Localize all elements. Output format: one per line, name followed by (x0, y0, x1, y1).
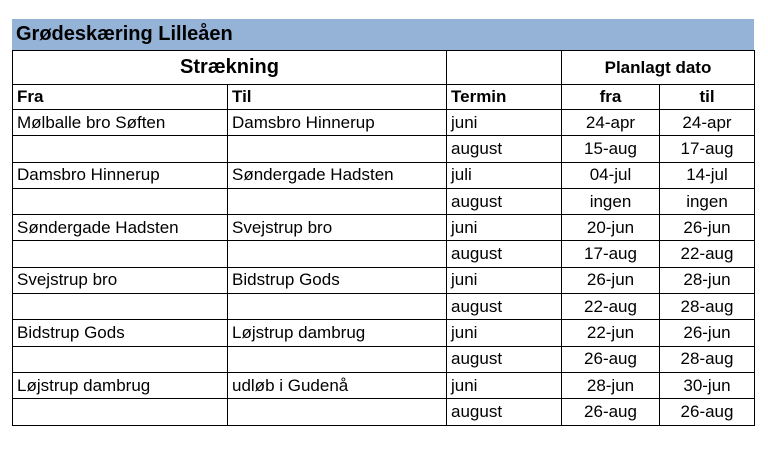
cell-fra: Svejstrup bro (12, 266, 228, 295)
header-date-til: til (659, 84, 755, 110)
cell-til: Svejstrup bro (227, 214, 447, 242)
header-termin: Termin (446, 84, 562, 110)
cell-til: udløb i Gudenå (227, 371, 447, 400)
cell-til (227, 398, 447, 426)
header-empty (446, 50, 562, 85)
cell-date-fra: 26-aug (561, 345, 660, 373)
cell-date-til: 22-aug (659, 240, 755, 268)
cell-termin: juni (446, 214, 562, 242)
table-row: august 15-aug 17-aug (12, 135, 755, 163)
cell-termin: august (446, 398, 562, 426)
cell-date-til: 26-aug (659, 398, 755, 426)
cell-til: Løjstrup dambrug (227, 319, 447, 347)
cell-fra: Bidstrup Gods (12, 319, 228, 347)
cell-date-til: 28-aug (659, 293, 755, 321)
cell-termin: juni (446, 108, 562, 137)
cell-date-fra: 28-jun (561, 371, 660, 400)
sheet-title: Grødeskæring Lilleåen (12, 19, 754, 50)
cell-fra: Søndergade Hadsten (12, 214, 228, 242)
cell-fra: Løjstrup dambrug (12, 371, 228, 400)
cell-date-fra: 24-apr (561, 108, 660, 137)
cell-fra (12, 187, 228, 216)
cell-termin: juni (446, 371, 562, 400)
cell-date-fra: 22-aug (561, 293, 660, 321)
cell-date-fra: 26-aug (561, 398, 660, 426)
cell-fra (12, 240, 228, 268)
cell-date-fra: 20-jun (561, 214, 660, 242)
cell-date-fra: 17-aug (561, 240, 660, 268)
cell-date-til: 28-jun (659, 266, 755, 295)
cell-date-til: ingen (659, 187, 755, 216)
cell-til: Damsbro Hinnerup (227, 108, 447, 137)
table-row: Svejstrup bro Bidstrup Gods juni 26-jun 28-j… (12, 266, 755, 295)
cell-termin: august (446, 187, 562, 216)
cell-til: Bidstrup Gods (227, 266, 447, 295)
table-row: Løjstrup dambrug udløb i Gudenå juni 28-jun… (12, 371, 755, 400)
cell-fra (12, 135, 228, 163)
cell-date-fra: 26-jun (561, 266, 660, 295)
cell-termin: juli (446, 161, 562, 189)
cell-date-til: 17-aug (659, 135, 755, 163)
cell-termin: august (446, 293, 562, 321)
table-row: Bidstrup Gods Løjstrup dambrug juni 22-jun 2… (12, 319, 755, 347)
cell-termin: juni (446, 266, 562, 295)
table-row: Mølballe bro Søften Damsbro Hinnerup juni 2… (12, 108, 755, 137)
cell-date-fra: 04-jul (561, 161, 660, 189)
table-row: august 26-aug 28-aug (12, 345, 755, 373)
header-planlagt-dato: Planlagt dato (561, 50, 755, 85)
cell-date-til: 28-aug (659, 345, 755, 373)
header-fra: Fra (12, 84, 228, 110)
header-row-group: Strækning Planlagt dato (12, 50, 755, 85)
table-row: Damsbro Hinnerup Søndergade Hadsten juli 04… (12, 161, 755, 189)
cell-til: Søndergade Hadsten (227, 161, 447, 189)
cell-termin: august (446, 345, 562, 373)
cell-date-til: 14-jul (659, 161, 755, 189)
cell-til (227, 240, 447, 268)
header-date-fra: fra (561, 84, 660, 110)
cell-fra (12, 345, 228, 373)
cell-date-til: 26-jun (659, 319, 755, 347)
cell-til (227, 135, 447, 163)
cell-til (227, 187, 447, 216)
cell-fra (12, 293, 228, 321)
cell-termin: august (446, 240, 562, 268)
table-row: august 22-aug 28-aug (12, 293, 755, 321)
table-row: august 26-aug 26-aug (12, 398, 755, 426)
cell-termin: august (446, 135, 562, 163)
table-row: Søndergade Hadsten Svejstrup bro juni 20-ju… (12, 214, 755, 242)
cell-fra (12, 398, 228, 426)
cell-date-til: 30-jun (659, 371, 755, 400)
cell-fra: Damsbro Hinnerup (12, 161, 228, 189)
cell-termin: juni (446, 319, 562, 347)
header-straekning: Strækning (12, 50, 447, 85)
header-row-columns: Fra Til Termin fra til (12, 84, 755, 110)
cell-date-til: 26-jun (659, 214, 755, 242)
table-row: august ingen ingen (12, 187, 755, 216)
header-til: Til (227, 84, 447, 110)
cell-til (227, 345, 447, 373)
cell-date-fra: 22-jun (561, 319, 660, 347)
cell-til (227, 293, 447, 321)
cell-date-fra: ingen (561, 187, 660, 216)
cell-date-fra: 15-aug (561, 135, 660, 163)
cell-date-til: 24-apr (659, 108, 755, 137)
schedule-table: Strækning Planlagt dato Fra Til Termin f… (12, 50, 755, 426)
cell-fra: Mølballe bro Søften (12, 108, 228, 137)
table-row: august 17-aug 22-aug (12, 240, 755, 268)
